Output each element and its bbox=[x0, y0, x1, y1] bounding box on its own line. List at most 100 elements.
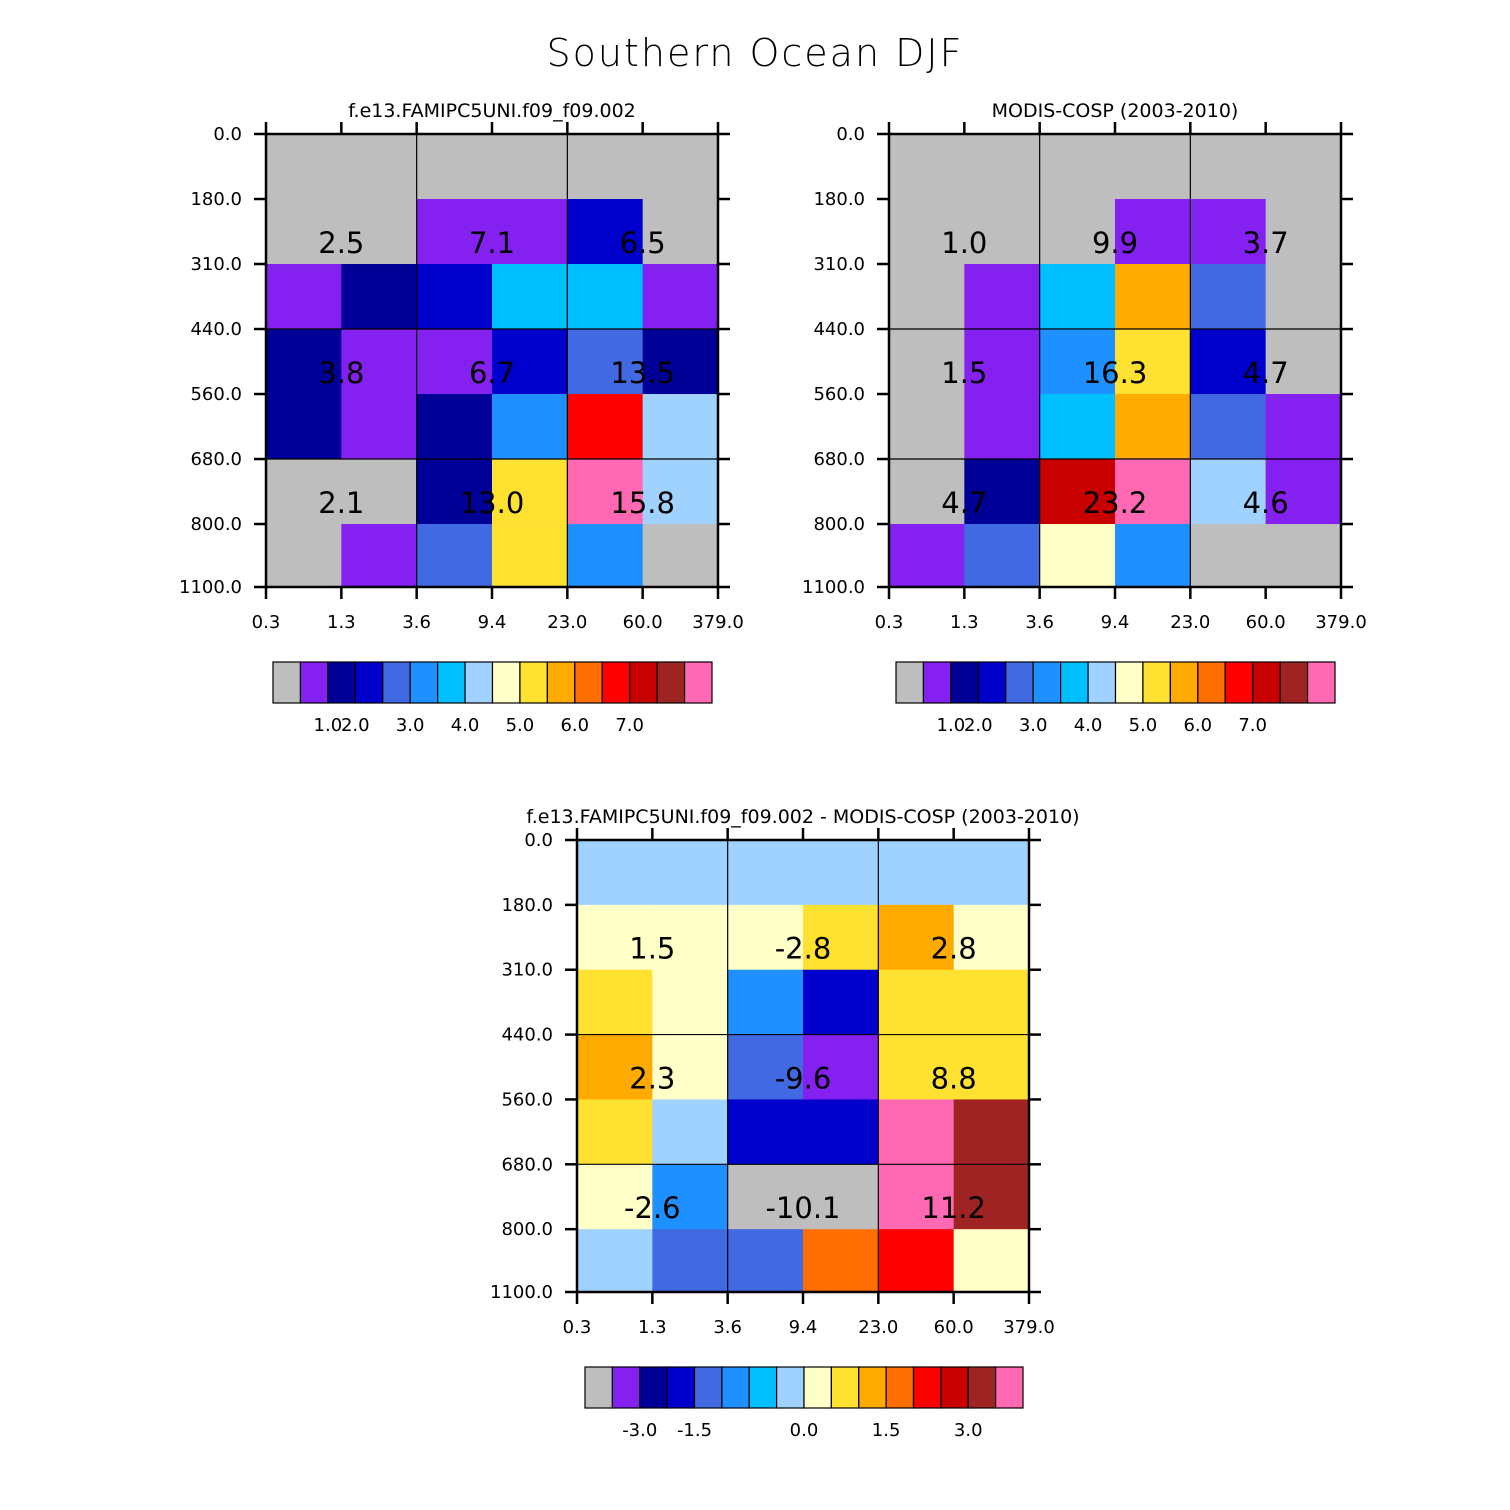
heatmap-cell bbox=[803, 1034, 879, 1100]
heatmap-cell bbox=[878, 904, 955, 971]
colorbar-swatch bbox=[611, 1366, 641, 1409]
x-tick-label: 3.6 bbox=[1025, 612, 1054, 633]
y-tick-label: 0.0 bbox=[213, 124, 242, 145]
heatmap-cell bbox=[878, 1229, 955, 1293]
colorbar-swatch bbox=[584, 1366, 613, 1409]
heatmap-cell bbox=[964, 329, 1041, 395]
colorbar-label: 4.0 bbox=[451, 715, 480, 736]
x-tick-label: 379.0 bbox=[1315, 612, 1367, 633]
colorbar-label: 6.0 bbox=[1183, 715, 1212, 736]
heatmap-cell bbox=[1039, 394, 1116, 460]
x-tick-label: 1.3 bbox=[327, 612, 356, 633]
y-tick-label: 310.0 bbox=[190, 254, 242, 275]
summary-value: 2.8 bbox=[931, 932, 977, 966]
heatmap-cell bbox=[889, 459, 965, 525]
heatmap-cell bbox=[642, 459, 719, 525]
heatmap-cell bbox=[964, 459, 1041, 525]
heatmap-cell bbox=[1115, 199, 1191, 265]
colorbar-swatch bbox=[922, 661, 952, 704]
heatmap-cell bbox=[266, 134, 342, 200]
colorbar-label: 5.0 bbox=[506, 715, 535, 736]
heatmap-cell bbox=[803, 1164, 879, 1230]
heatmap-cell bbox=[1039, 199, 1116, 265]
x-tick-label: 379.0 bbox=[692, 612, 744, 633]
heatmap-cell bbox=[1265, 199, 1342, 265]
x-tick-label: 379.0 bbox=[1003, 1317, 1055, 1338]
x-tick-label: 60.0 bbox=[934, 1317, 974, 1338]
colorbar-swatch bbox=[803, 1366, 832, 1409]
panel-title: f.e13.FAMIPC5UNI.f09_f09.002 bbox=[348, 100, 636, 122]
summary-value: 8.8 bbox=[931, 1061, 977, 1095]
summary-value: 4.6 bbox=[1243, 486, 1289, 520]
colorbar-label: 4.0 bbox=[1074, 715, 1103, 736]
summary-value: -2.6 bbox=[624, 1191, 681, 1225]
heatmap-cell bbox=[1115, 329, 1191, 395]
heatmap-cell bbox=[642, 264, 719, 330]
colorbar-swatch bbox=[327, 661, 356, 704]
heatmap-cell bbox=[416, 329, 493, 395]
heatmap-cell bbox=[727, 1229, 804, 1293]
x-tick-label: 9.4 bbox=[1101, 612, 1130, 633]
y-tick-label: 1100.0 bbox=[179, 577, 242, 598]
heatmap-cell bbox=[1039, 459, 1116, 525]
colorbar-swatch bbox=[546, 661, 576, 704]
heatmap-cell bbox=[577, 1229, 653, 1293]
colorbar-swatch bbox=[683, 661, 713, 704]
heatmap-cell bbox=[266, 524, 342, 588]
heatmap-cell bbox=[652, 1164, 729, 1230]
heatmap-cell bbox=[416, 394, 493, 460]
colorbar-swatch bbox=[519, 661, 548, 704]
colorbar-label: -1.5 bbox=[677, 1420, 712, 1441]
summary-value: -2.8 bbox=[775, 932, 832, 966]
heatmap-cell bbox=[567, 524, 644, 588]
heatmap-cell bbox=[964, 264, 1041, 330]
heatmap-cell bbox=[953, 840, 1030, 906]
y-tick-label: 310.0 bbox=[501, 960, 553, 981]
y-tick-label: 180.0 bbox=[501, 895, 553, 916]
summary-value: 15.8 bbox=[610, 486, 675, 520]
colorbar-swatch bbox=[1169, 661, 1199, 704]
colorbar-label: 2.0 bbox=[341, 715, 370, 736]
summary-value: 23.2 bbox=[1083, 486, 1148, 520]
colorbar-swatch bbox=[1114, 661, 1144, 704]
summary-value: 7.1 bbox=[469, 226, 515, 260]
colorbar-swatch bbox=[382, 661, 411, 704]
colorbar-swatch bbox=[299, 661, 329, 704]
heatmap-cell bbox=[577, 904, 653, 971]
colorbar-label: 1.0 bbox=[314, 715, 343, 736]
summary-value: 3.7 bbox=[1243, 226, 1289, 260]
summary-value: 2.5 bbox=[318, 226, 364, 260]
heatmap-cell bbox=[567, 394, 644, 460]
colorbar-label: 5.0 bbox=[1129, 715, 1158, 736]
heatmap-cell bbox=[964, 524, 1041, 588]
x-tick-label: 0.3 bbox=[563, 1317, 592, 1338]
heatmap-cell bbox=[727, 840, 804, 906]
colorbar-swatch bbox=[1197, 661, 1226, 704]
heatmap-cell bbox=[567, 134, 644, 200]
heatmap-cell bbox=[1039, 329, 1116, 395]
heatmap-cell bbox=[1265, 134, 1342, 200]
heatmap-cell bbox=[266, 329, 342, 395]
heatmap-cell bbox=[567, 329, 644, 395]
colorbar-swatch bbox=[977, 661, 1007, 704]
colorbar-swatch bbox=[1087, 661, 1117, 704]
heatmap-cell bbox=[492, 264, 568, 330]
heatmap-cell bbox=[577, 969, 653, 1036]
colorbar-swatch bbox=[1060, 661, 1089, 704]
panel-obs: MODIS-COSP (2003-2010) 0.0 180.0 310.0 440.0… bbox=[802, 100, 1367, 736]
heatmap-cell bbox=[577, 840, 653, 906]
heatmap-cell bbox=[416, 264, 493, 330]
x-tick-label: 1.3 bbox=[638, 1317, 667, 1338]
summary-value: 9.9 bbox=[1092, 226, 1138, 260]
heatmap-cell bbox=[642, 329, 719, 395]
colorbar-swatch bbox=[950, 661, 979, 704]
heatmap-cell bbox=[642, 199, 719, 265]
colorbar-swatch bbox=[912, 1366, 942, 1409]
y-tick-label: 800.0 bbox=[501, 1219, 553, 1240]
summary-value: 3.8 bbox=[318, 356, 364, 390]
heatmap-cell bbox=[416, 459, 493, 525]
colorbar-swatch bbox=[1306, 661, 1336, 704]
y-tick-label: 560.0 bbox=[813, 384, 865, 405]
heatmap-cell bbox=[953, 1229, 1030, 1293]
colorbar-swatch bbox=[666, 1366, 696, 1409]
